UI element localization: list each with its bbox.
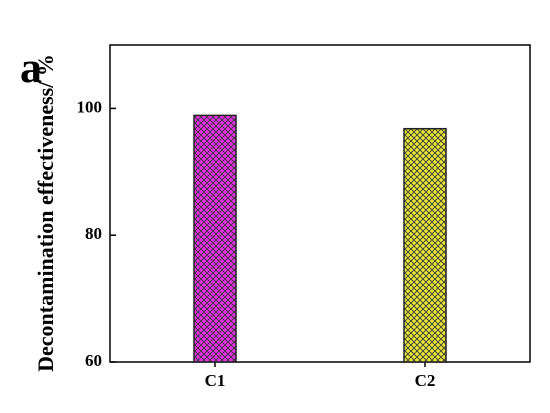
x-tick-label: C2	[415, 371, 436, 390]
y-tick-label: 100	[77, 97, 103, 116]
y-axis-label: Decontamination effectiveness/ %	[33, 54, 58, 372]
x-tick-label: C1	[205, 371, 226, 390]
panel-label: a	[20, 43, 42, 92]
bar	[403, 127, 447, 363]
bar	[193, 114, 237, 363]
plot-frame	[109, 44, 531, 363]
y-tick-label: 60	[85, 351, 102, 370]
y-tick-label: 80	[85, 224, 102, 243]
